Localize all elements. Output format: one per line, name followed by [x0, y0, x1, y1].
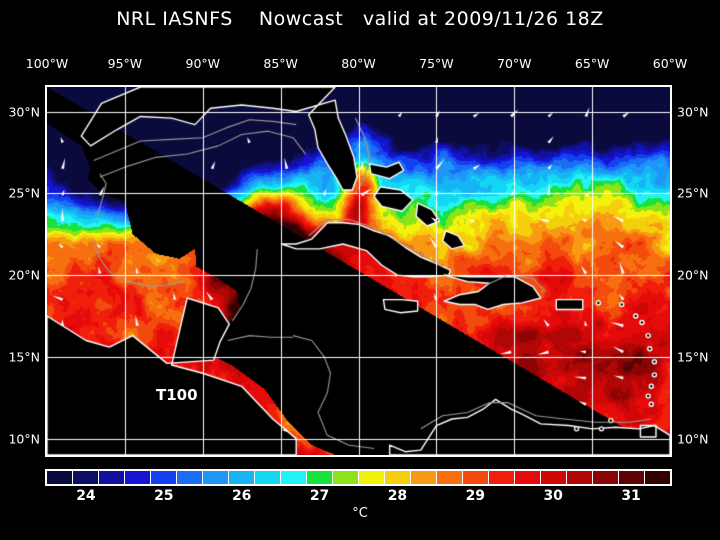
- colorbar-block-19: [541, 471, 567, 484]
- colorbar-tick-28: 28: [387, 488, 408, 504]
- lat-tick-right-2: 20°N: [677, 267, 709, 283]
- field-label-t100: T100: [156, 386, 198, 405]
- colorbar-block-7: [229, 471, 255, 484]
- lat-tick-left-0: 30°N: [8, 104, 40, 120]
- colorbar-tick-24: 24: [76, 488, 96, 504]
- lat-tick-left-3: 15°N: [8, 349, 40, 365]
- colorbar-block-1: [73, 471, 99, 484]
- lon-tick-7: 65°W: [574, 56, 610, 71]
- lat-tick-right-0: 30°N: [677, 104, 709, 120]
- colorbar-block-13: [385, 471, 411, 484]
- lat-tick-left-4: 10°N: [8, 431, 40, 447]
- lon-tick-8: 60°W: [652, 56, 688, 71]
- colorbar-tick-30: 30: [543, 488, 563, 504]
- lat-tick-right-1: 25°N: [677, 185, 709, 201]
- colorbar-tick-31: 31: [621, 488, 641, 504]
- lat-tick-left-2: 20°N: [8, 267, 40, 283]
- colorbar-tick-26: 26: [231, 488, 252, 504]
- colorbar-block-5: [177, 471, 203, 484]
- lon-tick-2: 90°W: [185, 56, 221, 71]
- lon-tick-6: 70°W: [496, 56, 532, 71]
- colorbar-block-17: [489, 471, 515, 484]
- colorbar-block-2: [99, 471, 125, 484]
- colorbar-block-21: [593, 471, 619, 484]
- colorbar-block-15: [437, 471, 463, 484]
- colorbar-tick-27: 27: [309, 488, 330, 504]
- lat-tick-right-3: 15°N: [677, 349, 709, 365]
- colorbar-tick-29: 29: [465, 488, 486, 504]
- page-title: NRL IASNFS Nowcast valid at 2009/11/26 1…: [116, 8, 604, 30]
- latitude-axis-right: 30°N 25°N 20°N 15°N 10°N: [677, 0, 720, 540]
- longitude-axis-top: 100°W 95°W 90°W 85°W 80°W 75°W 70°W 65°W 60°W: [0, 56, 720, 72]
- colorbar-block-14: [411, 471, 437, 484]
- colorbar-block-18: [515, 471, 541, 484]
- map-plot-area[interactable]: T100: [45, 85, 672, 457]
- lon-tick-3: 85°W: [263, 56, 298, 71]
- lat-tick-left-1: 25°N: [8, 185, 40, 201]
- colorbar-block-20: [567, 471, 593, 484]
- colorbar-block-23: [645, 471, 670, 484]
- colorbar-block-11: [333, 471, 359, 484]
- colorbar-block-4: [151, 471, 177, 484]
- lon-tick-0: 100°W: [25, 56, 69, 71]
- latitude-axis-left: 30°N 25°N 20°N 15°N 10°N: [0, 0, 40, 540]
- lon-tick-4: 80°W: [341, 56, 376, 71]
- colorbar-block-9: [281, 471, 307, 484]
- colorbar-tick-25: 25: [154, 488, 174, 504]
- lon-tick-5: 75°W: [419, 56, 454, 71]
- colorbar-unit-label: °C: [352, 506, 368, 521]
- colorbar-block-22: [619, 471, 645, 484]
- colorbar: [45, 469, 672, 486]
- sst-heatmap-canvas: [47, 87, 670, 455]
- colorbar-block-8: [255, 471, 281, 484]
- colorbar-block-12: [359, 471, 385, 484]
- colorbar-block-0: [47, 471, 73, 484]
- colorbar-block-16: [463, 471, 489, 484]
- lat-tick-right-4: 10°N: [677, 431, 709, 447]
- colorbar-block-10: [307, 471, 333, 484]
- lon-tick-1: 95°W: [107, 56, 143, 71]
- colorbar-block-3: [125, 471, 151, 484]
- colorbar-block-6: [203, 471, 229, 484]
